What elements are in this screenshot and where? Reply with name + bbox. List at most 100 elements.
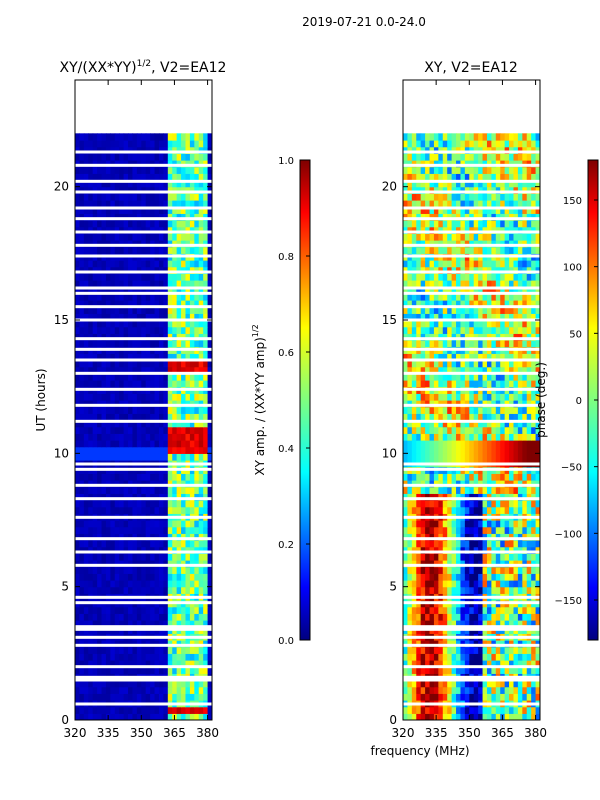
phase-cell <box>416 573 422 581</box>
amplitude-cell <box>207 526 212 534</box>
amplitude-cell <box>110 313 116 321</box>
amplitude-cell <box>194 293 200 301</box>
amplitude-cell <box>88 640 94 648</box>
amplitude-cell <box>128 333 134 341</box>
phase-cell <box>486 393 492 401</box>
phase-cell <box>473 713 479 720</box>
phase-cell <box>478 366 484 374</box>
phase-cell <box>500 646 506 654</box>
amplitude-cell <box>92 246 98 254</box>
phase-cell <box>433 660 439 668</box>
amplitude-cell <box>145 586 151 594</box>
amplitude-cell <box>185 160 191 168</box>
amplitude-cell <box>181 400 187 408</box>
amplitude-cell <box>167 366 173 374</box>
phase-cell <box>473 606 479 614</box>
amplitude-cell <box>203 333 209 341</box>
phase-cell <box>535 693 540 701</box>
amplitude-cell <box>185 613 191 621</box>
phase-cell <box>495 566 501 574</box>
amplitude-cell <box>198 640 204 648</box>
amplitude-cell <box>128 246 134 254</box>
phase-cell <box>531 566 537 574</box>
phase-cell <box>526 646 532 654</box>
amplitude-gap-row <box>75 243 212 247</box>
amplitude-gap-row <box>75 254 212 258</box>
amplitude-cell <box>97 393 103 401</box>
phase-cell <box>433 260 439 268</box>
amplitude-cell <box>75 653 81 661</box>
phase-cell <box>438 660 444 668</box>
phase-cell <box>425 646 431 654</box>
amplitude-cell <box>185 566 191 574</box>
phase-cell <box>526 566 532 574</box>
amplitude-cell <box>75 520 81 528</box>
amplitude-cell <box>132 453 138 461</box>
amplitude-cell <box>185 186 191 194</box>
amplitude-cell <box>141 606 147 614</box>
amplitude-cell <box>181 213 187 221</box>
amplitude-cell <box>141 586 147 594</box>
amplitude-cell <box>203 353 209 361</box>
amplitude-gap-row <box>75 403 212 407</box>
phase-cell <box>535 553 540 561</box>
amplitude-cell <box>189 300 195 308</box>
phase-cell <box>478 546 484 554</box>
phase-cell <box>478 713 484 720</box>
amplitude-cell <box>203 533 209 541</box>
phase-cell <box>535 613 540 621</box>
amplitude-cell <box>185 380 191 388</box>
amplitude-cell <box>181 433 187 441</box>
amplitude-cell <box>92 533 98 541</box>
phase-cell <box>535 713 540 720</box>
phase-cell <box>464 453 470 461</box>
amplitude-cell <box>198 433 204 441</box>
amplitude-cell <box>163 420 169 428</box>
phase-cell <box>451 326 457 334</box>
amplitude-cell <box>97 400 103 408</box>
amplitude-cell <box>194 413 200 421</box>
phase-cell <box>473 406 479 414</box>
phase-cell <box>517 686 523 694</box>
phase-cell <box>517 453 523 461</box>
amplitude-cell <box>172 686 178 694</box>
amplitude-cell <box>75 473 81 481</box>
phase-cell <box>526 506 532 514</box>
phase-cell <box>411 706 417 714</box>
phase-cell <box>420 373 426 381</box>
phase-cell <box>535 340 540 348</box>
phase-cell <box>478 560 484 568</box>
amplitude-cell <box>141 713 147 720</box>
phase-cell <box>522 413 528 421</box>
amplitude-cell <box>123 546 129 554</box>
amplitude-cell <box>75 320 81 328</box>
amplitude-cell <box>105 206 111 214</box>
phase-cell <box>403 686 409 694</box>
amplitude-cell <box>83 540 89 548</box>
amplitude-cell <box>150 326 156 334</box>
amplitude-cell <box>158 486 164 494</box>
phase-cell <box>451 360 457 368</box>
amplitude-cell <box>154 153 160 161</box>
amplitude-cell <box>123 240 129 248</box>
amplitude-cell <box>198 426 204 434</box>
amplitude-cell <box>176 606 182 614</box>
phase-cell <box>456 480 462 488</box>
amplitude-cell <box>185 526 191 534</box>
amplitude-cell <box>75 200 81 208</box>
amplitude-cell <box>198 233 204 241</box>
phase-cell <box>504 400 510 408</box>
amplitude-cell <box>154 660 160 668</box>
amplitude-cell <box>119 280 125 288</box>
amplitude-cell <box>203 233 209 241</box>
phase-cell <box>473 473 479 481</box>
phase-cell <box>447 520 453 528</box>
phase-cell <box>433 606 439 614</box>
phase-cell <box>438 553 444 561</box>
amplitude-cell <box>167 153 173 161</box>
phase-cell <box>482 273 488 281</box>
amplitude-cell <box>123 480 129 488</box>
amplitude-cell <box>203 640 209 648</box>
amplitude-cell <box>88 180 94 188</box>
amplitude-cell <box>136 473 142 481</box>
